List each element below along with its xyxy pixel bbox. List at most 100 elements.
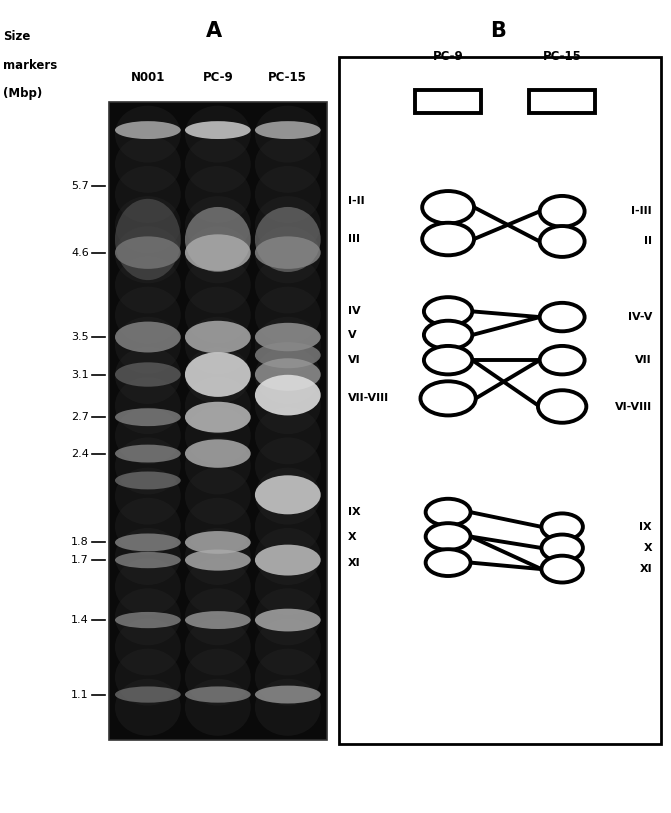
Ellipse shape xyxy=(115,612,180,628)
Ellipse shape xyxy=(115,377,180,434)
Ellipse shape xyxy=(255,257,321,314)
Ellipse shape xyxy=(115,257,180,314)
Ellipse shape xyxy=(115,649,180,706)
Ellipse shape xyxy=(539,226,584,257)
Ellipse shape xyxy=(255,207,321,272)
Ellipse shape xyxy=(115,437,180,494)
Text: II: II xyxy=(644,237,652,246)
Ellipse shape xyxy=(538,390,586,423)
Ellipse shape xyxy=(115,498,180,554)
Ellipse shape xyxy=(425,498,470,525)
Ellipse shape xyxy=(255,237,321,269)
Ellipse shape xyxy=(255,545,321,576)
Ellipse shape xyxy=(255,528,321,585)
Ellipse shape xyxy=(115,363,180,387)
Ellipse shape xyxy=(255,559,321,615)
Ellipse shape xyxy=(539,302,584,332)
Text: 1.1: 1.1 xyxy=(71,689,89,699)
Text: I-III: I-III xyxy=(631,207,652,216)
Text: VI-VIII: VI-VIII xyxy=(615,402,652,411)
Ellipse shape xyxy=(185,347,251,404)
Ellipse shape xyxy=(255,359,321,391)
Ellipse shape xyxy=(115,472,180,489)
Ellipse shape xyxy=(255,287,321,344)
Ellipse shape xyxy=(115,347,180,404)
Text: PC-9: PC-9 xyxy=(433,50,464,63)
Text: IX: IX xyxy=(639,522,652,532)
Text: PC-9: PC-9 xyxy=(203,71,234,84)
Ellipse shape xyxy=(115,121,180,139)
Ellipse shape xyxy=(185,686,251,702)
Ellipse shape xyxy=(185,207,251,272)
Text: PC-15: PC-15 xyxy=(268,71,307,84)
Ellipse shape xyxy=(115,407,180,464)
Ellipse shape xyxy=(115,679,180,736)
Ellipse shape xyxy=(115,317,180,374)
Ellipse shape xyxy=(255,317,321,374)
Ellipse shape xyxy=(255,437,321,494)
Ellipse shape xyxy=(185,166,251,223)
Ellipse shape xyxy=(185,498,251,554)
Ellipse shape xyxy=(185,317,251,374)
Text: B: B xyxy=(491,21,506,41)
Ellipse shape xyxy=(115,196,180,253)
Text: IV: IV xyxy=(348,307,360,316)
Text: I-II: I-II xyxy=(348,196,364,206)
Ellipse shape xyxy=(255,342,321,368)
Ellipse shape xyxy=(255,196,321,253)
Text: IX: IX xyxy=(348,507,360,517)
Text: markers: markers xyxy=(3,59,58,72)
Text: PC-15: PC-15 xyxy=(543,50,582,63)
Text: 4.6: 4.6 xyxy=(71,248,89,258)
Ellipse shape xyxy=(422,191,474,224)
Ellipse shape xyxy=(185,287,251,344)
Ellipse shape xyxy=(185,439,251,467)
Ellipse shape xyxy=(185,589,251,646)
Ellipse shape xyxy=(185,377,251,434)
Ellipse shape xyxy=(115,237,180,269)
Bar xyxy=(415,90,481,113)
Ellipse shape xyxy=(185,321,251,354)
Ellipse shape xyxy=(255,649,321,706)
Ellipse shape xyxy=(185,679,251,736)
Ellipse shape xyxy=(255,106,321,163)
Ellipse shape xyxy=(185,121,251,139)
Ellipse shape xyxy=(424,320,472,350)
Ellipse shape xyxy=(115,619,180,676)
Ellipse shape xyxy=(185,234,251,271)
Ellipse shape xyxy=(185,136,251,193)
Ellipse shape xyxy=(115,528,180,585)
Ellipse shape xyxy=(255,498,321,554)
Bar xyxy=(109,102,327,740)
Ellipse shape xyxy=(185,106,251,163)
Ellipse shape xyxy=(255,467,321,524)
Ellipse shape xyxy=(541,514,583,540)
Ellipse shape xyxy=(185,196,251,253)
Ellipse shape xyxy=(115,287,180,344)
Ellipse shape xyxy=(115,686,180,702)
Ellipse shape xyxy=(115,408,180,426)
Ellipse shape xyxy=(425,550,470,576)
Text: VII: VII xyxy=(635,355,652,365)
Ellipse shape xyxy=(255,377,321,434)
Ellipse shape xyxy=(255,347,321,404)
Ellipse shape xyxy=(185,257,251,314)
Text: (Mbp): (Mbp) xyxy=(3,87,42,100)
Bar xyxy=(340,57,661,744)
Text: X: X xyxy=(348,532,356,541)
Ellipse shape xyxy=(539,196,584,227)
Ellipse shape xyxy=(185,531,251,554)
Ellipse shape xyxy=(115,322,180,353)
Ellipse shape xyxy=(255,679,321,736)
Text: Size: Size xyxy=(3,30,31,43)
Text: 2.7: 2.7 xyxy=(71,412,89,422)
Ellipse shape xyxy=(185,528,251,585)
Ellipse shape xyxy=(255,375,321,415)
Ellipse shape xyxy=(185,649,251,706)
Ellipse shape xyxy=(115,226,180,283)
Ellipse shape xyxy=(255,685,321,703)
Bar xyxy=(529,90,595,113)
Ellipse shape xyxy=(255,589,321,646)
Ellipse shape xyxy=(115,533,180,551)
Ellipse shape xyxy=(255,166,321,223)
